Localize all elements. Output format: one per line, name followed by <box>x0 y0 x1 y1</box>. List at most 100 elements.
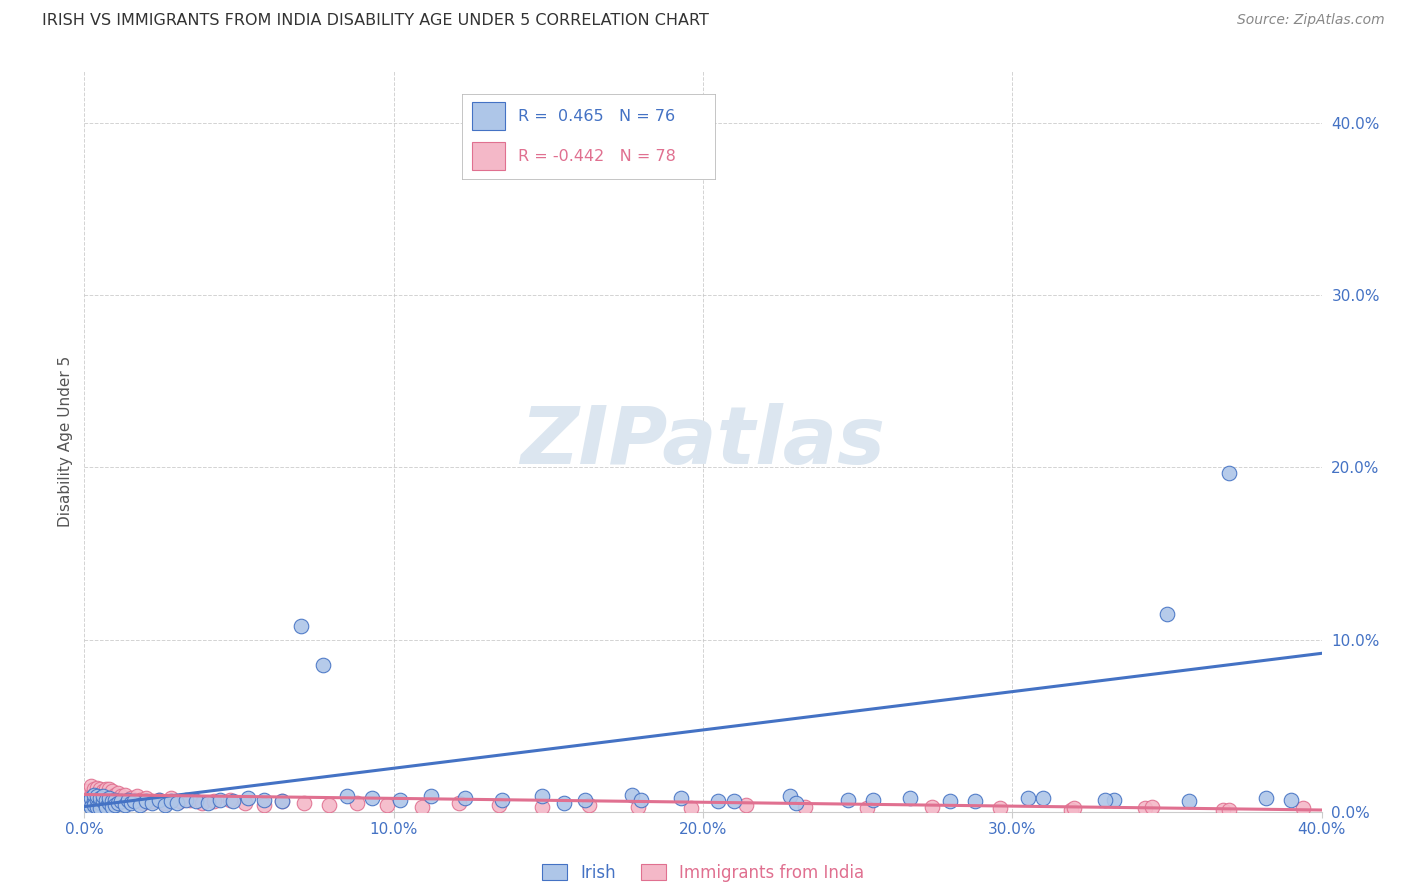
Point <box>79 799 101 814</box>
Point <box>89 796 111 810</box>
Point <box>361 791 384 805</box>
Point <box>104 797 127 812</box>
Point <box>79 779 101 793</box>
Point <box>83 782 105 797</box>
Legend: Irish, Immigrants from India: Irish, Immigrants from India <box>536 857 870 888</box>
Point <box>1032 791 1054 805</box>
Point <box>120 791 142 805</box>
Point <box>83 792 105 806</box>
Point <box>101 796 124 810</box>
Point <box>620 788 643 802</box>
Point <box>94 799 117 814</box>
Point <box>86 786 108 800</box>
Point <box>91 794 114 808</box>
Point <box>447 796 470 810</box>
Point <box>135 791 157 805</box>
Point <box>1063 801 1085 815</box>
Text: IRISH VS IMMIGRANTS FROM INDIA DISABILITY AGE UNDER 5 CORRELATION CHART: IRISH VS IMMIGRANTS FROM INDIA DISABILIT… <box>42 13 709 29</box>
Point <box>101 789 124 804</box>
Point <box>104 788 127 802</box>
Point <box>454 791 477 805</box>
Point <box>723 794 745 808</box>
Point <box>965 794 987 808</box>
Point <box>89 794 111 808</box>
Point <box>488 797 510 812</box>
Point <box>98 792 121 806</box>
Point <box>578 797 600 812</box>
Point <box>707 794 730 808</box>
Point <box>160 794 183 808</box>
Point <box>411 799 433 814</box>
Point <box>1094 792 1116 806</box>
Point <box>79 796 101 810</box>
Point <box>129 797 152 812</box>
Point <box>862 792 884 806</box>
Point <box>94 797 117 812</box>
Point <box>1135 801 1157 815</box>
Point <box>86 792 108 806</box>
Text: R = -0.442   N = 78: R = -0.442 N = 78 <box>517 149 675 163</box>
Point <box>671 791 693 805</box>
Point <box>153 797 176 812</box>
Point <box>91 789 114 804</box>
Point <box>921 799 943 814</box>
Point <box>292 796 315 810</box>
Point <box>114 794 136 808</box>
Text: ZIPatlas: ZIPatlas <box>520 402 886 481</box>
Point <box>101 799 124 814</box>
Point <box>179 792 201 806</box>
Point <box>735 797 758 812</box>
Point <box>336 789 359 804</box>
Point <box>574 792 596 806</box>
Point <box>197 796 219 810</box>
Point <box>160 791 183 805</box>
Point <box>531 789 554 804</box>
Point <box>898 791 921 805</box>
Point <box>630 792 652 806</box>
Point <box>89 791 111 805</box>
Point <box>91 784 114 798</box>
Point <box>166 796 188 810</box>
Point <box>86 789 108 804</box>
Point <box>141 796 163 810</box>
Point <box>129 792 152 806</box>
Point <box>222 794 245 808</box>
Point <box>94 792 117 806</box>
Point <box>110 794 132 808</box>
Point <box>169 794 191 808</box>
Point <box>531 799 554 814</box>
Point <box>346 796 368 810</box>
Point <box>110 789 132 804</box>
Point <box>104 794 127 808</box>
Point <box>76 794 98 808</box>
Point <box>107 796 129 810</box>
Point <box>125 789 148 804</box>
Point <box>856 801 879 815</box>
Point <box>627 799 650 814</box>
Point <box>83 788 105 802</box>
Point <box>110 792 132 806</box>
Point <box>679 801 702 815</box>
Point <box>939 794 962 808</box>
Point <box>94 789 117 804</box>
Point <box>218 792 240 806</box>
Point <box>253 797 276 812</box>
Point <box>89 801 111 815</box>
Point <box>98 791 121 805</box>
Point <box>1292 801 1315 815</box>
Point <box>1212 803 1234 817</box>
Point <box>83 794 105 808</box>
Point <box>94 782 117 797</box>
Point <box>76 784 98 798</box>
Bar <box>472 102 505 130</box>
Point <box>89 797 111 812</box>
Point <box>202 794 225 808</box>
Point <box>209 792 232 806</box>
Point <box>1177 794 1199 808</box>
Point <box>491 792 513 806</box>
Point <box>553 796 575 810</box>
Point <box>1104 792 1126 806</box>
Point <box>83 797 105 812</box>
Point <box>837 792 859 806</box>
Point <box>89 782 111 797</box>
